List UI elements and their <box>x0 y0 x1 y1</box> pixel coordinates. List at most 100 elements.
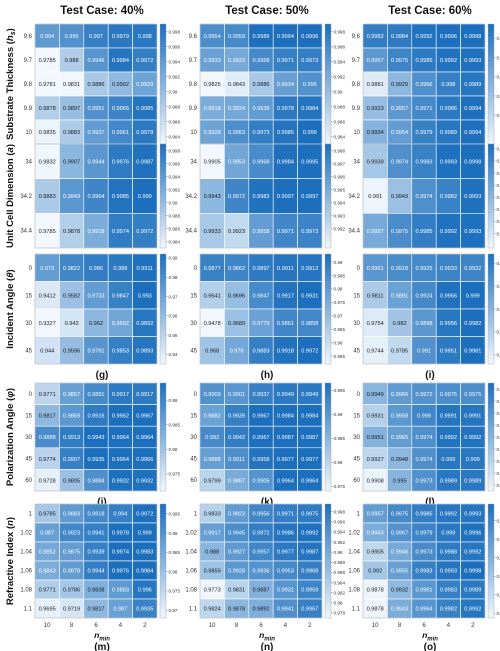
cell-value: 0.9985 <box>112 194 129 200</box>
y-tick-label: 0 <box>194 266 198 272</box>
colorbar-tick-label: 0.995 <box>334 388 346 393</box>
panel-label-n: (n) <box>261 642 274 651</box>
colorbar-tick-label: 0.965 <box>334 327 346 332</box>
colorbar-tick-label: 0.98 <box>334 601 343 606</box>
cell-value: 0.9939 <box>87 550 104 556</box>
cell-value: 0.9967 <box>136 414 153 420</box>
cell-value: 0.9992 <box>440 435 457 441</box>
cell-value: 0.9992 <box>464 435 481 441</box>
cell-value: 0.9831 <box>63 82 80 88</box>
colorbar-tick-label: 0.98 <box>169 569 178 574</box>
colorbar-tick-label: 0.988 <box>169 213 181 218</box>
cell-value: 0.9973 <box>415 478 432 484</box>
cell-value: 0.9985 <box>415 58 432 64</box>
heatmap-cell <box>362 178 388 214</box>
cell-value: 0.9929 <box>136 82 153 88</box>
heatmap-cell <box>199 253 225 282</box>
colorbar-tick-label: 0.992 <box>334 540 346 545</box>
cell-value: 0.9951 <box>440 348 457 354</box>
cell-value: 0.9987 <box>277 435 294 441</box>
row-label-4: Polarization Angle (φ) <box>5 388 16 486</box>
heatmap-cell <box>362 308 388 337</box>
cell-value: 0.9982 <box>367 34 384 40</box>
heatmap-cell <box>248 253 274 282</box>
colorbar <box>324 253 332 365</box>
heatmap-cell <box>297 47 323 73</box>
cell-value: 0.9979 <box>415 531 432 537</box>
heatmap-cell <box>435 308 461 337</box>
heatmap-cell <box>224 253 250 282</box>
cell-value: 0.9948 <box>391 457 408 463</box>
cell-value: 0.9972 <box>252 531 269 537</box>
heatmap-cell <box>272 253 298 282</box>
cell-value: 0.9943 <box>204 194 221 200</box>
heatmap-cell <box>272 308 298 337</box>
cell-value: 0.9838 <box>87 588 104 594</box>
panel-label-l: (l) <box>425 497 434 508</box>
cell-value: 0.9817 <box>87 607 104 613</box>
heatmap-cell <box>83 95 109 121</box>
cell-value: 0.9985 <box>415 512 432 518</box>
cell-value: 0.997 <box>89 34 103 40</box>
cell-value: 0.9975 <box>391 512 408 518</box>
colorbar-tick-label: 0.991 <box>497 483 500 488</box>
y-tick-label: 34.2 <box>348 194 360 200</box>
cell-value: 0.9994 <box>464 106 481 112</box>
heatmap-cell <box>248 143 274 179</box>
heatmap-frame <box>199 143 323 249</box>
y-tick-label: 10 <box>190 130 197 136</box>
cell-value: 0.9984 <box>277 160 294 166</box>
cell-value: 0.9976 <box>112 569 129 575</box>
colorbar-tick-label: 0.96 <box>169 314 178 319</box>
cell-value: 0.9596 <box>63 348 80 354</box>
cell-value: 0.9965 <box>112 106 129 112</box>
cell-value: 0.9975 <box>391 58 408 64</box>
cell-value: 0.9785 <box>39 512 56 518</box>
cell-value: 0.9909 <box>204 392 221 398</box>
cell-value: 0.9978 <box>136 130 153 136</box>
cell-value: 0.9946 <box>87 58 104 64</box>
cell-value: 0.9888 <box>39 435 56 441</box>
y-tick-label: 9.8 <box>352 82 361 88</box>
cell-value: 0.9989 <box>440 130 457 136</box>
cell-value: 0.9949 <box>367 392 384 398</box>
colorbar-tick-label: 0.99 <box>497 593 500 598</box>
colorbar-tick-label: 0.994 <box>169 59 181 64</box>
cell-value: 0.9886 <box>252 82 269 88</box>
cell-value: 0.9911 <box>228 457 245 463</box>
colorbar-tick-label: 0.996 <box>169 44 181 49</box>
colorbar-tick-label: 0.992 <box>497 231 500 236</box>
cell-value: 0.9943 <box>87 435 104 441</box>
cell-value: 0.9982 <box>440 607 457 613</box>
cell-value: 0.9974 <box>415 435 432 441</box>
cell-value: 0.9847 <box>112 293 129 299</box>
heatmap-cell <box>248 23 274 49</box>
cell-value: 0.9929 <box>204 130 221 136</box>
cell-value: 0.9975 <box>391 229 408 235</box>
y-tick-label: 9.9 <box>189 106 198 112</box>
cell-value: 0.993 <box>138 293 152 299</box>
colorbar-tick-label: 0.995 <box>334 187 346 192</box>
cell-value: 0.9943 <box>367 531 384 537</box>
cell-value: 0.9923 <box>63 531 80 537</box>
cell-value: 0.9983 <box>252 194 269 200</box>
panel-a: 0.994 0.995 0.997 0.9979 0.998 0.9785 0.988 0.9… <box>24 23 181 161</box>
y-tick-label: 45 <box>353 457 360 463</box>
heatmap-cell <box>435 143 461 179</box>
cell-value: 0.9858 <box>301 321 318 327</box>
cell-value: 0.9761 <box>87 348 104 354</box>
y-tick-label: 45 <box>190 457 197 463</box>
colorbar-tick-label: 0.988 <box>169 104 181 109</box>
y-tick-label: 60 <box>353 478 360 484</box>
cell-value: 0.9917 <box>112 392 129 398</box>
y-tick-label: 1.04 <box>185 550 197 556</box>
cell-value: 0.9989 <box>464 588 481 594</box>
cell-value: 0.9478 <box>204 321 221 327</box>
cell-value: 0.999 <box>441 531 455 537</box>
cell-value: 0.9911 <box>136 266 153 272</box>
y-tick-label: 10 <box>25 130 32 136</box>
cell-value: 0.9954 <box>391 130 408 136</box>
colorbar-tick-label: 0.997 <box>497 171 500 176</box>
cell-value: 0.9774 <box>39 457 56 463</box>
